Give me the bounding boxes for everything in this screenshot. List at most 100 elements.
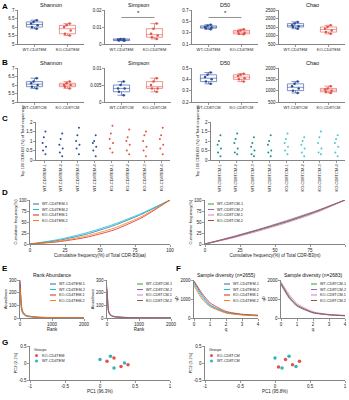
svg-text:0: 0 [205,158,208,163]
svg-text:*: * [224,10,227,16]
svg-text:q: q [312,327,315,332]
svg-text:50: 50 [21,220,27,225]
svg-text:PC1 (95.8%): PC1 (95.8%) [262,389,288,394]
svg-text:200: 200 [9,290,17,295]
svg-text:2000: 2000 [267,278,278,283]
svg-text:50: 50 [196,220,202,225]
svg-text:1000: 1000 [134,322,145,327]
svg-text:WT-CD8TCM: WT-CD8TCM [197,105,221,110]
svg-text:KO-CD4TEM-4: KO-CD4TEM-4 [159,163,164,191]
svg-text:0: 0 [24,242,27,247]
svg-text:WT-CD8TCM-2: WT-CD8TCM-2 [146,288,172,292]
svg-text:Cumulative frequency(%): Cumulative frequency(%) [13,199,18,245]
svg-text:WT-CD8TCM-1: WT-CD8TCM-1 [217,163,222,191]
svg-text:F: F [176,264,181,273]
svg-text:WT-CD8TCM-2: WT-CD8TCM-2 [320,288,346,292]
svg-text:3: 3 [328,322,331,327]
svg-text:B: B [2,58,8,67]
svg-text:0: 0 [99,100,102,105]
svg-text:Abundance: Abundance [90,288,95,309]
svg-text:KO-CD4TEM-1: KO-CD4TEM-1 [109,163,114,191]
svg-text:500: 500 [268,100,276,105]
svg-text:300: 300 [96,278,104,283]
svg-text:KO-CD4TEM-1: KO-CD4TEM-1 [233,293,259,297]
svg-text:Chao: Chao [306,2,319,8]
svg-text:KO-CD4TEM-2: KO-CD4TEM-2 [233,299,259,303]
svg-text:KO-CD4TEM: KO-CD4TEM [56,47,80,52]
svg-text:Groups: Groups [209,348,222,352]
svg-text:D50: D50 [220,2,230,8]
svg-text:0: 0 [106,322,109,327]
svg-text:WT-CD4TEM: WT-CD4TEM [197,47,221,52]
svg-text:KO-CD4TEM: KO-CD4TEM [143,47,167,52]
svg-text:0: 0 [275,316,278,321]
svg-text:-1: -1 [203,384,207,389]
svg-text:50: 50 [97,248,103,253]
svg-text:KO-CD8TCM: KO-CD8TCM [230,105,254,110]
svg-text:KO-CD8TCM-2: KO-CD8TCM-2 [217,219,243,223]
svg-text:100: 100 [96,303,104,308]
svg-text:-0.5: -0.5 [19,378,27,383]
svg-text:0: 0 [204,248,207,253]
svg-text:75: 75 [307,248,313,253]
svg-text:1000: 1000 [265,33,276,38]
svg-text:0.4: 0.4 [182,77,189,82]
svg-text:KO-CD8TCM-1: KO-CD8TCM-1 [217,213,243,217]
svg-text:Chao: Chao [306,60,319,66]
svg-text:1000: 1000 [180,297,191,302]
svg-text:WT-CD4TEM: WT-CD4TEM [23,47,47,52]
svg-text:KO-CD4TEM-2: KO-CD4TEM-2 [125,163,130,191]
svg-text:0: 0 [274,384,277,389]
svg-text:WT-CD8TCM-1: WT-CD8TCM-1 [320,282,346,286]
svg-text:0: 0 [193,322,196,327]
svg-text:2000: 2000 [166,322,177,327]
svg-text:KO-CD8TCM-2: KO-CD8TCM-2 [320,299,346,303]
svg-text:0: 0 [188,316,191,321]
svg-text:1: 1 [209,322,212,327]
svg-text:WT-CD8TCM-3: WT-CD8TCM-3 [250,163,255,191]
svg-text:2: 2 [225,322,228,327]
svg-text:2000: 2000 [265,66,276,71]
svg-text:0: 0 [99,384,102,389]
svg-text:0: 0 [99,42,102,47]
svg-text:75: 75 [21,209,27,214]
svg-text:0.7: 0.7 [182,8,189,13]
svg-text:-0.5: -0.5 [194,378,202,383]
svg-text:2: 2 [205,120,208,125]
svg-text:500: 500 [268,42,276,47]
svg-text:WT-CD8TCM: WT-CD8TCM [284,105,308,110]
svg-text:WT-CD4TEM-3: WT-CD4TEM-3 [75,163,80,191]
svg-text:Simpson: Simpson [128,60,149,66]
svg-text:0.2: 0.2 [182,100,189,105]
svg-text:WT-CD4TEM-2: WT-CD4TEM-2 [58,163,63,191]
svg-text:WT-CD8TCM-1: WT-CD8TCM-1 [146,282,172,286]
svg-text:5: 5 [12,42,15,47]
svg-text:4: 4 [344,322,347,327]
svg-text:7: 7 [12,66,15,71]
svg-text:KO-CD8TCM-2: KO-CD8TCM-2 [300,163,305,191]
svg-text:WT-CD4TEM-1: WT-CD4TEM-1 [42,163,47,191]
svg-text:WT-CD4TEM: WT-CD4TEM [110,47,134,52]
svg-text:WT-CD8TCM-4: WT-CD8TCM-4 [267,163,272,191]
svg-text:2000: 2000 [79,322,90,327]
svg-text:KO-CD8TCM-3: KO-CD8TCM-3 [317,163,322,191]
svg-text:1: 1 [205,139,208,144]
svg-text:KO-CD4TEM-2: KO-CD4TEM-2 [59,299,85,303]
svg-text:1000: 1000 [267,297,278,302]
svg-text:WT-CD4TEM-4: WT-CD4TEM-4 [92,163,97,191]
svg-text:1.5: 1.5 [201,129,208,134]
svg-text:KO-CD8TCM-1: KO-CD8TCM-1 [284,163,289,191]
svg-text:WT-CD4TEM-2: WT-CD4TEM-2 [59,288,85,292]
svg-text:0.01: 0.01 [93,66,102,71]
svg-text:WT-CD8TCM-2: WT-CD8TCM-2 [217,208,243,212]
svg-text:0: 0 [199,242,202,247]
svg-text:1: 1 [296,322,299,327]
svg-text:KO-CD8TCM-1: KO-CD8TCM-1 [146,293,172,297]
svg-text:1500: 1500 [265,25,276,30]
svg-text:1.5: 1.5 [26,129,33,134]
svg-text:0: 0 [101,316,104,321]
svg-text:C: C [2,114,8,123]
svg-text:0: 0 [14,316,17,321]
svg-text:2000: 2000 [180,278,191,283]
svg-text:6.5: 6.5 [8,16,15,21]
